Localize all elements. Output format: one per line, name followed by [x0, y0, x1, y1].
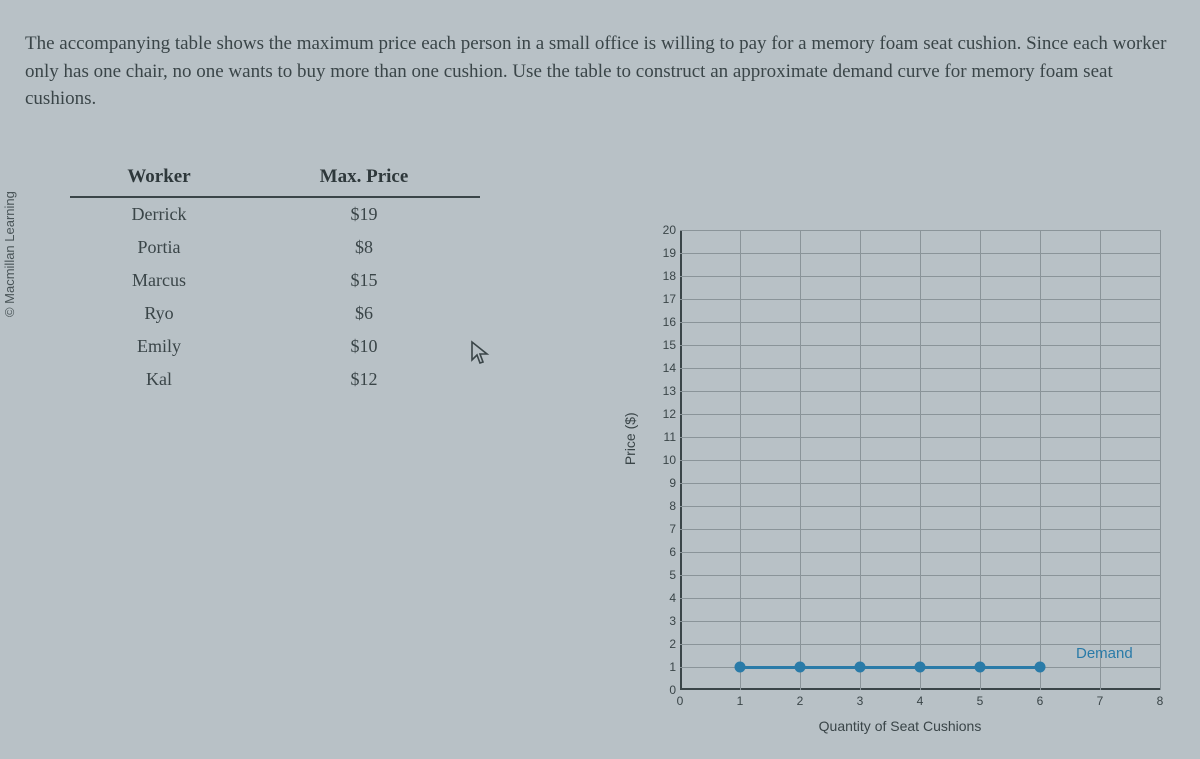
cursor-icon: [470, 340, 490, 372]
table-cell: Marcus: [70, 264, 248, 297]
y-tick: 6: [669, 545, 676, 559]
gridline-h: [680, 437, 1160, 438]
gridline-h: [680, 322, 1160, 323]
gridline-h: [680, 345, 1160, 346]
gridline-h: [680, 529, 1160, 530]
table-cell: Derrick: [70, 197, 248, 231]
y-tick: 11: [664, 430, 676, 444]
y-tick: 4: [669, 591, 676, 605]
gridline-h: [680, 276, 1160, 277]
demand-line-segment[interactable]: [860, 666, 920, 669]
demand-point[interactable]: [795, 662, 806, 673]
x-tick: 2: [797, 694, 804, 708]
table-cell: Emily: [70, 330, 248, 363]
demand-line-segment[interactable]: [920, 666, 980, 669]
gridline-h: [680, 230, 1160, 231]
table-cell: $8: [248, 231, 480, 264]
x-tick: 7: [1097, 694, 1104, 708]
x-tick: 3: [857, 694, 864, 708]
demand-point[interactable]: [855, 662, 866, 673]
demand-line-segment[interactable]: [980, 666, 1040, 669]
y-tick: 12: [663, 407, 676, 421]
y-tick: 5: [669, 568, 676, 582]
x-axis-label: Quantity of Seat Cushions: [640, 718, 1160, 734]
plot-area[interactable]: 0123456780123456789101112131415161718192…: [680, 230, 1160, 690]
table-row: Portia$8: [70, 231, 480, 264]
y-tick: 0: [669, 683, 676, 697]
x-tick: 4: [917, 694, 924, 708]
table-cell: $10: [248, 330, 480, 363]
gridline-h: [680, 598, 1160, 599]
table-cell: $12: [248, 363, 480, 396]
table-cell: Kal: [70, 363, 248, 396]
price-table: WorkerMax. Price Derrick$19Portia$8Marcu…: [70, 160, 480, 396]
x-tick: 6: [1037, 694, 1044, 708]
table-header: Worker: [70, 160, 248, 197]
demand-line-segment[interactable]: [800, 666, 860, 669]
y-axis-label: Price ($): [622, 412, 638, 465]
gridline-h: [680, 414, 1160, 415]
y-tick: 16: [663, 315, 676, 329]
table-cell: $15: [248, 264, 480, 297]
y-tick: 8: [669, 499, 676, 513]
y-tick: 9: [669, 476, 676, 490]
gridline-h: [680, 460, 1160, 461]
y-tick: 10: [663, 453, 676, 467]
y-tick: 3: [669, 614, 676, 628]
gridline-h: [680, 552, 1160, 553]
gridline-h: [680, 299, 1160, 300]
gridline-h: [680, 253, 1160, 254]
demand-chart[interactable]: Price ($) 012345678012345678910111213141…: [640, 230, 1160, 730]
table-cell: $6: [248, 297, 480, 330]
table-row: Derrick$19: [70, 197, 480, 231]
table-cell: Portia: [70, 231, 248, 264]
y-tick: 7: [669, 522, 676, 536]
y-tick: 2: [669, 637, 676, 651]
gridline-h: [680, 621, 1160, 622]
question-text: The accompanying table shows the maximum…: [25, 30, 1170, 113]
table-row: Ryo$6: [70, 297, 480, 330]
gridline-h: [680, 506, 1160, 507]
legend-label: Demand: [1076, 645, 1133, 662]
y-tick: 15: [663, 338, 676, 352]
table-row: Marcus$15: [70, 264, 480, 297]
x-tick: 5: [977, 694, 984, 708]
y-tick: 20: [663, 223, 676, 237]
gridline-h: [680, 483, 1160, 484]
gridline-h: [680, 368, 1160, 369]
table-header: Max. Price: [248, 160, 480, 197]
x-tick: 8: [1157, 694, 1164, 708]
y-tick: 19: [663, 246, 676, 260]
y-tick: 14: [663, 361, 676, 375]
y-tick: 13: [663, 384, 676, 398]
demand-line-segment[interactable]: [740, 666, 800, 669]
demand-point[interactable]: [735, 662, 746, 673]
gridline-h: [680, 575, 1160, 576]
x-tick: 0: [677, 694, 684, 708]
table-cell: $19: [248, 197, 480, 231]
y-tick: 17: [663, 292, 676, 306]
gridline-h: [680, 391, 1160, 392]
y-tick: 18: [663, 269, 676, 283]
table-row: Kal$12: [70, 363, 480, 396]
table-row: Emily$10: [70, 330, 480, 363]
demand-point[interactable]: [1035, 662, 1046, 673]
gridline-v: [1160, 230, 1161, 690]
copyright-text: © Macmillan Learning: [2, 191, 17, 317]
x-tick: 1: [737, 694, 744, 708]
demand-point[interactable]: [915, 662, 926, 673]
y-tick: 1: [669, 660, 676, 674]
demand-point[interactable]: [975, 662, 986, 673]
table-cell: Ryo: [70, 297, 248, 330]
